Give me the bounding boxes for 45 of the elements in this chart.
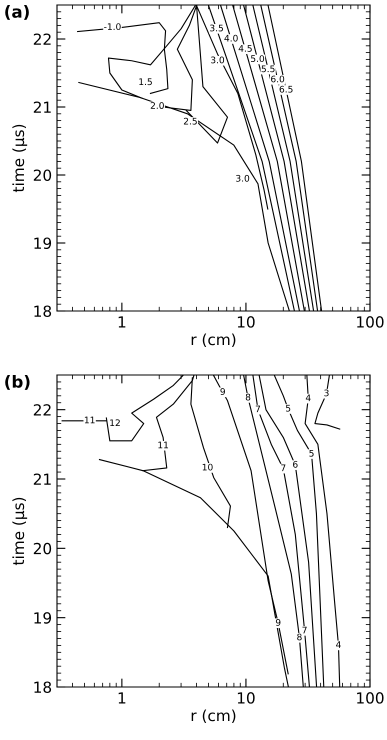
annotation: 4 (306, 394, 311, 402)
y-tick-label: 21 (34, 101, 51, 113)
annotation: 11 (84, 416, 95, 424)
annotation: 5.0 (251, 55, 264, 62)
x-tick-label: 1 (118, 316, 126, 328)
annotation: 2.5 (184, 118, 197, 125)
annotation: 9 (220, 388, 225, 395)
annotation: 3.0 (236, 174, 250, 182)
x-axis-title: r (cm) (192, 709, 236, 724)
y-tick-label: 18 (34, 681, 52, 694)
x-tick-label: 100 (357, 692, 384, 704)
annotation: 3.0 (211, 56, 224, 64)
annotation: 6.0 (271, 76, 284, 82)
x-tick-label: 100 (357, 316, 384, 328)
y-tick-label: 21 (34, 473, 51, 485)
x-tick-label: 1 (118, 692, 126, 704)
annotation: 7 (302, 626, 307, 634)
chart-title: (a) (5, 5, 29, 20)
x-tick-label: 10 (238, 316, 255, 328)
y-axis-title: time (μs) (12, 124, 28, 192)
y-tick-label: 19 (34, 237, 52, 250)
annotation: -1.0 (104, 23, 121, 30)
chart-title: (b) (5, 375, 30, 390)
annotation: 9 (276, 619, 280, 626)
annotation: 3.5 (210, 24, 223, 32)
annotation: 10 (202, 464, 213, 471)
annotation: 7 (256, 406, 260, 412)
annotation: 6 (293, 460, 298, 468)
annotation: 4.0 (224, 34, 238, 42)
y-tick-label: 18 (34, 305, 52, 318)
annotation: 11 (158, 442, 168, 448)
annotation: 12 (110, 419, 120, 426)
y-tick-label: 20 (34, 542, 52, 554)
annotation: 5.5 (262, 66, 275, 72)
x-axis-title: r (cm) (192, 333, 236, 348)
annotation: 6.5 (280, 86, 293, 93)
y-axis-title: time (μs) (12, 498, 28, 566)
y-tick-label: 19 (34, 612, 52, 624)
y-tick-label: 22 (34, 33, 51, 45)
annotation: 1.5 (139, 78, 152, 86)
annotation: 7 (281, 464, 286, 472)
x-tick-label: 10 (238, 692, 255, 704)
y-tick-label: 22 (34, 404, 51, 416)
annotation: 4.5 (238, 45, 252, 52)
y-tick-label: 20 (34, 169, 52, 182)
